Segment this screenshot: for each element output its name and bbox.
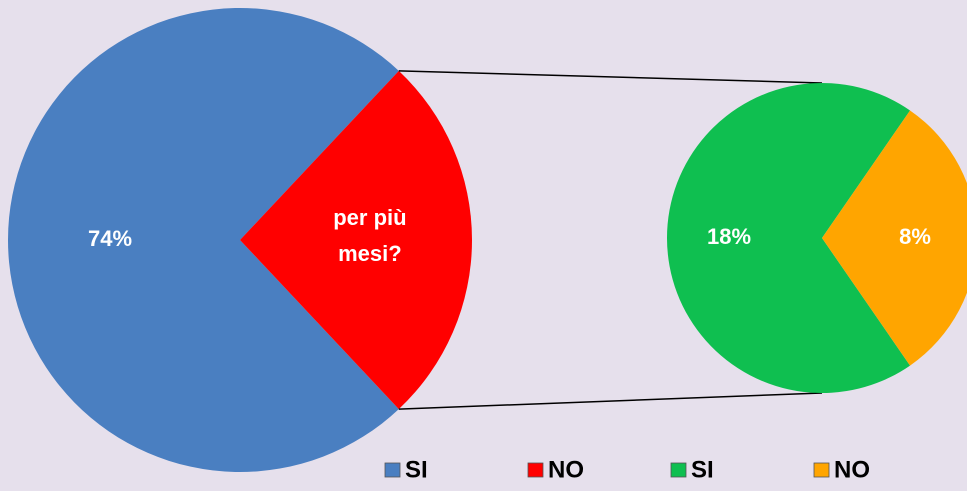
slice-annotation: per più mesi?	[333, 205, 407, 266]
connector-line	[398, 392, 823, 410]
legend-label: SI	[405, 456, 428, 483]
pie-slice	[240, 70, 473, 410]
connector-line	[398, 70, 823, 84]
slice-label: 74%	[88, 226, 132, 251]
annotation-text: per più mesi?	[333, 205, 407, 266]
legend-swatch	[527, 462, 544, 478]
pie-slice	[822, 110, 967, 366]
legend-label: NO	[548, 456, 584, 483]
legend-swatch	[670, 462, 687, 478]
legend-swatch	[384, 462, 401, 478]
legend-label: NO	[834, 456, 870, 483]
legend-swatch	[813, 462, 830, 478]
slice-label: 18%	[707, 224, 751, 249]
pie-slice	[667, 82, 911, 393]
pie-slice	[8, 7, 399, 472]
slice-label: 8%	[899, 224, 931, 249]
legend-label: SI	[691, 456, 714, 483]
